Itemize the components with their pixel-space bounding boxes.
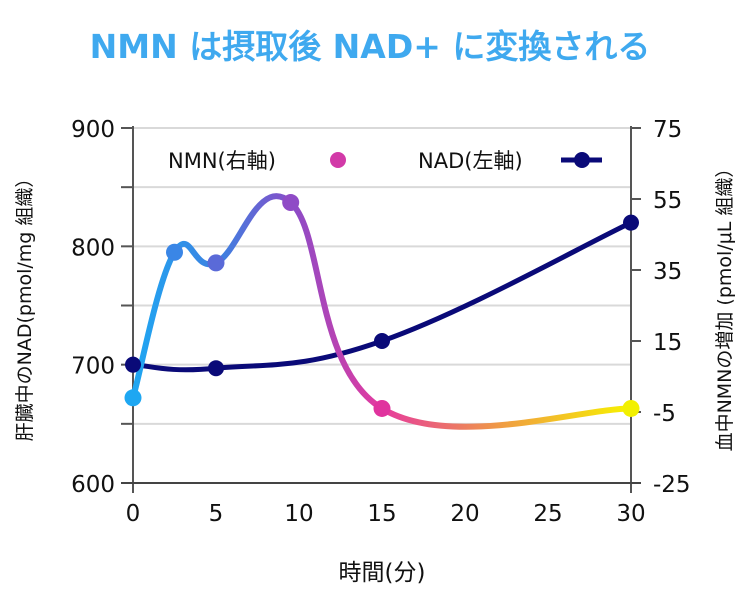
y-right-tick-label: -5 [653, 401, 676, 427]
nmn-point [373, 399, 391, 417]
nad-point [374, 333, 390, 349]
y-right-tick-label: -25 [653, 472, 691, 498]
axes [121, 126, 641, 493]
y-axis-right-label: 血中NMNの増加 (pmol/μL 組織） [714, 159, 736, 452]
x-tick-label: 10 [284, 501, 313, 527]
x-tick-label: 20 [450, 501, 479, 527]
legend-label-nmn: NMN(右軸) [168, 149, 276, 173]
y-axis-left-label: 肝臓中のNAD(pmol/mg 組織） [14, 169, 36, 442]
nad-point [125, 356, 141, 373]
nmn-point [166, 243, 183, 261]
x-tick-label: 5 [209, 501, 224, 527]
x-tick-label: 15 [367, 501, 396, 527]
series-points [124, 194, 640, 417]
y-left-tick-label: 800 [71, 235, 115, 261]
y-left-tick-label: 700 [71, 354, 115, 380]
x-tick-label: 25 [533, 501, 562, 527]
y-right-tick-label: 15 [653, 330, 682, 356]
nad-point [208, 360, 224, 377]
nmn-line [130, 193, 634, 430]
nmn-point [207, 254, 225, 272]
legend: NMN(右軸) NAD(左軸) [168, 149, 602, 173]
legend-swatch-nad-marker [574, 152, 590, 168]
x-axis-label: 時間(分) [339, 560, 426, 586]
series-lines [130, 193, 634, 430]
nmn-point [282, 194, 300, 212]
legend-swatch-nmn-marker [330, 152, 346, 168]
x-tick-label: 0 [126, 501, 141, 527]
x-tick-label: 30 [616, 501, 645, 527]
tick-labels: 600 700 800 900 -25 -5 15 35 55 75 0 5 10 15 20 25 30 [71, 117, 690, 527]
nmn-point [124, 389, 142, 407]
y-left-tick-label: 900 [71, 117, 115, 143]
y-right-tick-label: 75 [653, 117, 682, 143]
nmn-point [622, 399, 640, 417]
legend-item-nad: NAD(左軸) [418, 149, 602, 173]
legend-label-nad: NAD(左軸) [418, 149, 523, 173]
legend-item-nmn: NMN(右軸) [168, 149, 358, 173]
chart-title: NMN は摂取後 NAD+ に変換される [90, 27, 651, 66]
nad-line [130, 220, 634, 373]
nad-point [623, 214, 639, 231]
y-right-tick-label: 55 [653, 188, 682, 214]
y-right-tick-label: 35 [653, 259, 682, 285]
y-left-tick-label: 600 [71, 472, 115, 498]
